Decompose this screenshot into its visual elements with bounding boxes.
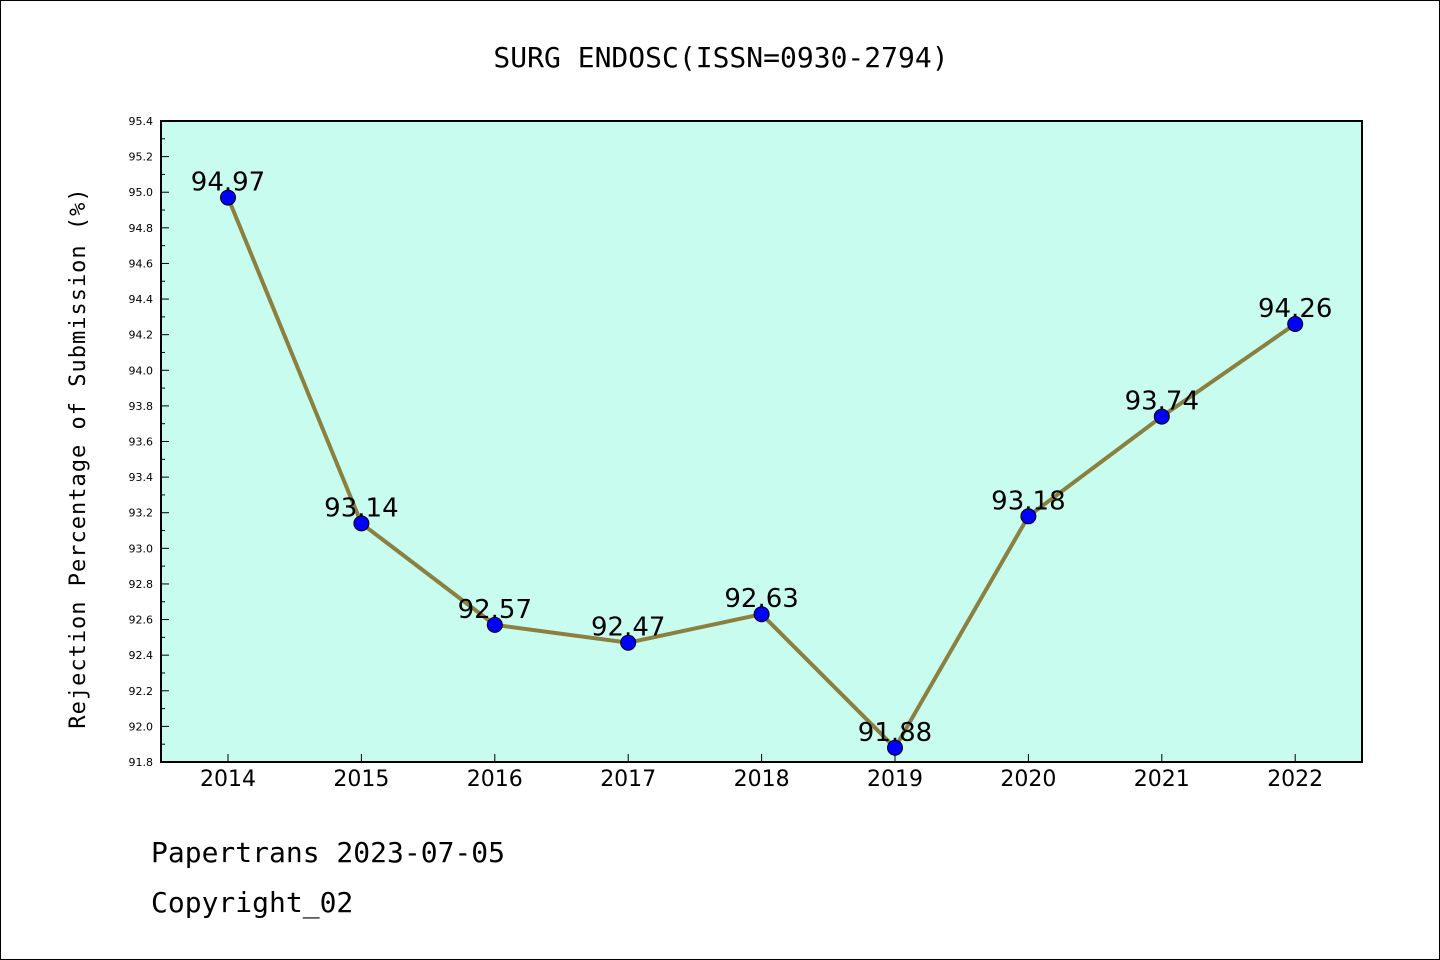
y-tick-label: 92.6 [129, 614, 154, 627]
x-tick-label: 2015 [333, 767, 389, 792]
plot-area [160, 120, 1363, 763]
y-tick-label: 94.8 [129, 222, 154, 235]
footer-date: Papertrans 2023-07-05 [151, 836, 506, 869]
data-point [486, 616, 503, 633]
data-point [353, 515, 370, 532]
x-tick-label: 2021 [1134, 767, 1190, 792]
data-label: 92.63 [724, 584, 798, 614]
data-point [1287, 315, 1304, 332]
data-label: 94.97 [191, 168, 265, 198]
y-tick-label: 93.6 [129, 436, 154, 449]
data-label: 93.14 [324, 493, 398, 523]
y-tick-label: 93.0 [129, 542, 154, 555]
data-point [1020, 508, 1037, 525]
data-point [1153, 408, 1170, 425]
y-tick-label: 92.8 [129, 578, 154, 591]
data-label: 91.88 [858, 718, 932, 748]
x-tick-label: 2020 [1000, 767, 1056, 792]
x-tick-label: 2022 [1267, 767, 1323, 792]
y-tick-label: 93.4 [129, 471, 154, 484]
x-axis: 2014 2015 2016 2017 2018 2019 2020 2021 2022 [200, 754, 1323, 792]
y-axis-label: Rejection Percentage of Submission (%) [66, 187, 91, 728]
y-tick-label: 92.4 [129, 649, 154, 662]
y-axis: 91.8 92.0 92.2 92.4 92.6 92.8 93.0 93.2 93.4 93.6… [129, 115, 169, 769]
data-point [220, 189, 236, 206]
y-tick-label: 95.4 [129, 115, 154, 128]
data-label: 92.47 [591, 613, 665, 643]
y-tick-label: 93.8 [129, 400, 154, 413]
data-label: 93.18 [991, 486, 1065, 516]
y-tick-label: 91.8 [129, 756, 154, 769]
footer-copyright: Copyright_02 [151, 886, 354, 919]
x-tick-label: 2014 [200, 767, 256, 792]
x-tick-label: 2017 [600, 767, 656, 792]
data-label: 94.26 [1258, 294, 1332, 324]
series: 94.97 93.14 92.57 92.47 92.63 91.88 93.18 93.74… [191, 168, 1332, 756]
y-tick-label: 94.4 [129, 293, 154, 306]
data-label: 92.57 [458, 595, 532, 625]
x-tick-label: 2018 [734, 767, 790, 792]
y-tick-label: 92.2 [129, 685, 154, 698]
y-tick-label: 94.0 [129, 364, 154, 377]
x-tick-label: 2019 [867, 767, 923, 792]
y-tick-label: 92.0 [129, 720, 154, 733]
y-tick-label: 95.0 [129, 186, 154, 199]
data-point [887, 739, 903, 756]
chart-title: SURG ENDOSC(ISSN=0930-2794) [493, 41, 948, 74]
data-point [620, 634, 637, 651]
y-tick-label: 93.2 [129, 507, 154, 520]
x-tick-label: 2016 [467, 767, 523, 792]
data-point [753, 606, 770, 623]
data-label: 93.74 [1125, 387, 1199, 417]
y-tick-label: 94.2 [129, 329, 154, 342]
y-tick-label: 94.6 [129, 257, 154, 270]
y-tick-label: 95.2 [129, 151, 154, 164]
